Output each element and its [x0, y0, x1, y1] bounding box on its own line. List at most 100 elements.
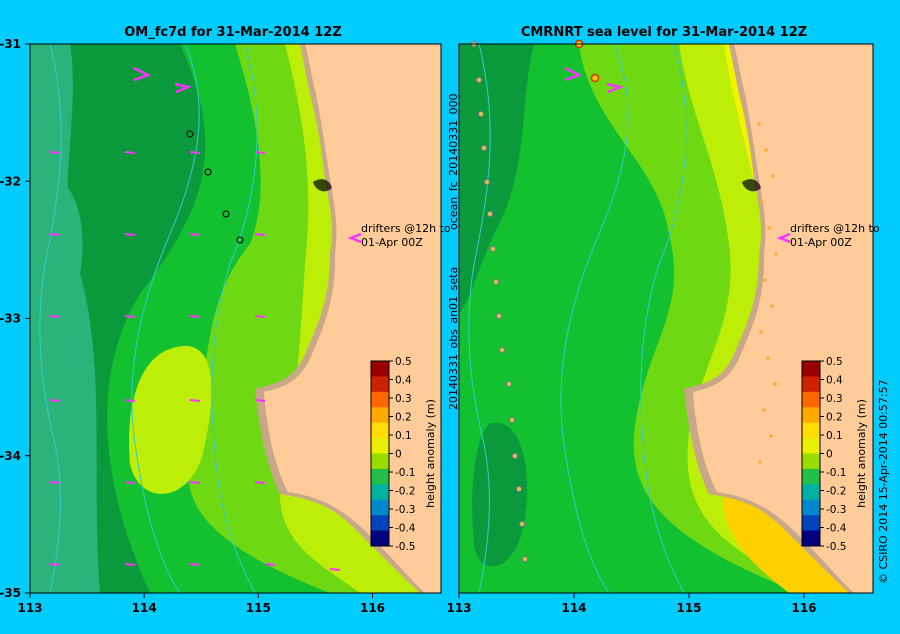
- drifter-marker: [478, 111, 484, 117]
- colorbar-segment: [371, 515, 389, 532]
- x-tick-label: 116: [360, 601, 385, 615]
- drifter-arrow: [124, 481, 136, 484]
- x-tick-label: 113: [446, 601, 471, 615]
- drifter-arrow: [49, 481, 61, 484]
- right-contour-1: [560, 43, 629, 594]
- right-land: [684, 44, 873, 593]
- x-tick-label: 116: [791, 601, 816, 615]
- drifter-marker: [499, 347, 505, 353]
- drifter-arrow: [49, 399, 61, 402]
- left-panel: OM_fc7d for 31-Mar-2014 12Z -31 -32 -33 -34…: [0, 25, 451, 615]
- right-panel: CMRNRT sea level for 31-Mar-2014 12Z 113…: [446, 25, 879, 615]
- right-contour-2: [640, 43, 687, 594]
- drifter-arrow: [254, 233, 266, 236]
- drifter-arrow: [264, 563, 276, 566]
- drifter-arrow: [189, 563, 201, 566]
- drifter-trail-dot: [770, 304, 774, 308]
- forecast-id-label: ocean_fc_20140331_000: [447, 93, 460, 230]
- colorbar-tick-label: -0.1: [826, 467, 847, 479]
- drifter-marker: [476, 77, 482, 83]
- colorbar-tick-label: 0.1: [395, 430, 412, 442]
- colorbar-tick-label: 0.5: [395, 356, 412, 368]
- colorbar-segment: [802, 376, 820, 393]
- drifter-marker: [484, 179, 490, 185]
- colorbar-segment: [371, 499, 389, 516]
- colorbar-segment: [802, 422, 820, 439]
- drifter-marker: [487, 211, 493, 217]
- drifter-marker: [506, 381, 512, 387]
- drifter-arrow: [124, 233, 136, 236]
- right-drifter-note-line1: drifters @12h to: [790, 222, 880, 235]
- drifter-marker: [490, 246, 496, 252]
- drifter-marker: [512, 453, 518, 459]
- drifter-trail-dot: [760, 200, 764, 204]
- colorbar-segment: [802, 515, 820, 532]
- left-drifter-note-line1: drifters @12h to: [361, 222, 451, 235]
- drifter-arrow-large: [606, 82, 625, 94]
- drifter-arrow: [189, 481, 201, 484]
- right-map: [458, 39, 874, 594]
- colorbar-segment: [802, 499, 820, 516]
- drifter-arrow: [124, 563, 136, 566]
- right-contour-3: [468, 43, 491, 594]
- obs-id-label: 20140331_obs_an01_seta: [447, 267, 460, 410]
- drifter-trail-dot: [759, 330, 763, 334]
- drifter-trail-dot: [774, 252, 778, 256]
- drifter-marker: [509, 417, 515, 423]
- left-y-axis: -31 -32 -33 -34 -35: [0, 37, 30, 600]
- colorbar-tick-label: 0.2: [395, 412, 412, 424]
- left-map: [29, 43, 442, 594]
- colorbar-segment: [371, 453, 389, 470]
- drifter-arrow: [124, 315, 136, 318]
- colorbar-tick-label: 0.4: [826, 375, 843, 387]
- right-x-axis: 113 114 115 116: [446, 593, 817, 615]
- colorbar-tick-label: -0.5: [395, 541, 416, 553]
- drifter-trail-dot: [763, 278, 767, 282]
- drifter-trail-dot: [757, 122, 761, 126]
- colorbar-tick-label: -0.3: [395, 504, 416, 516]
- drifter-marker: [496, 313, 502, 319]
- colorbar-segment: [371, 468, 389, 485]
- drifter-arrow: [189, 315, 201, 318]
- left-land-mass: [264, 44, 441, 593]
- drifter-arrow: [329, 568, 341, 571]
- colorbar-segment: [802, 391, 820, 408]
- drifter-marker: [493, 279, 499, 285]
- colorbar-segment: [802, 361, 820, 377]
- right-map-frame: [458, 43, 874, 594]
- colorbar-segment: [802, 484, 820, 501]
- drifter-arrow: [49, 233, 61, 236]
- colorbar-tick-label: 0.1: [826, 430, 843, 442]
- colorbar-segment: [802, 407, 820, 424]
- drifter-arrow: [254, 399, 266, 402]
- left-contour-3: [39, 43, 62, 594]
- drifter-arrow: [189, 233, 201, 236]
- drifter-arrow: [49, 315, 61, 318]
- y-tick-label: -34: [0, 449, 21, 463]
- drifter-arrow: [124, 399, 136, 402]
- left-contour-1: [131, 43, 200, 594]
- colorbar-segment: [371, 438, 389, 454]
- drifter-marker: [519, 521, 525, 527]
- drifter-trail-dot: [758, 460, 762, 464]
- colorbar-segment: [802, 438, 820, 454]
- left-contour-2: [211, 43, 258, 594]
- colorbar-tick-label: 0.4: [395, 375, 412, 387]
- colorbar-segment: [371, 407, 389, 424]
- colorbar-label: height anomaly (m): [424, 399, 437, 508]
- drifter-arrow-large: [564, 66, 583, 82]
- colorbar-tick-label: 0: [395, 449, 402, 461]
- colorbar-tick-label: -0.4: [395, 523, 416, 535]
- x-tick-label: 113: [17, 601, 42, 615]
- drifter-marker-highlight: [590, 73, 600, 83]
- left-drifter-note-line2: 01-Apr 00Z: [361, 236, 423, 249]
- drifter-position: [204, 168, 212, 176]
- colorbar-tick-label: -0.4: [826, 523, 847, 535]
- drifter-marker: [522, 556, 528, 562]
- colorbar-segment: [371, 484, 389, 501]
- right-island: [742, 179, 761, 192]
- colorbar-tick-label: 0.3: [826, 393, 843, 405]
- colorbar-segment: [802, 453, 820, 470]
- drifter-trail-dot: [764, 148, 768, 152]
